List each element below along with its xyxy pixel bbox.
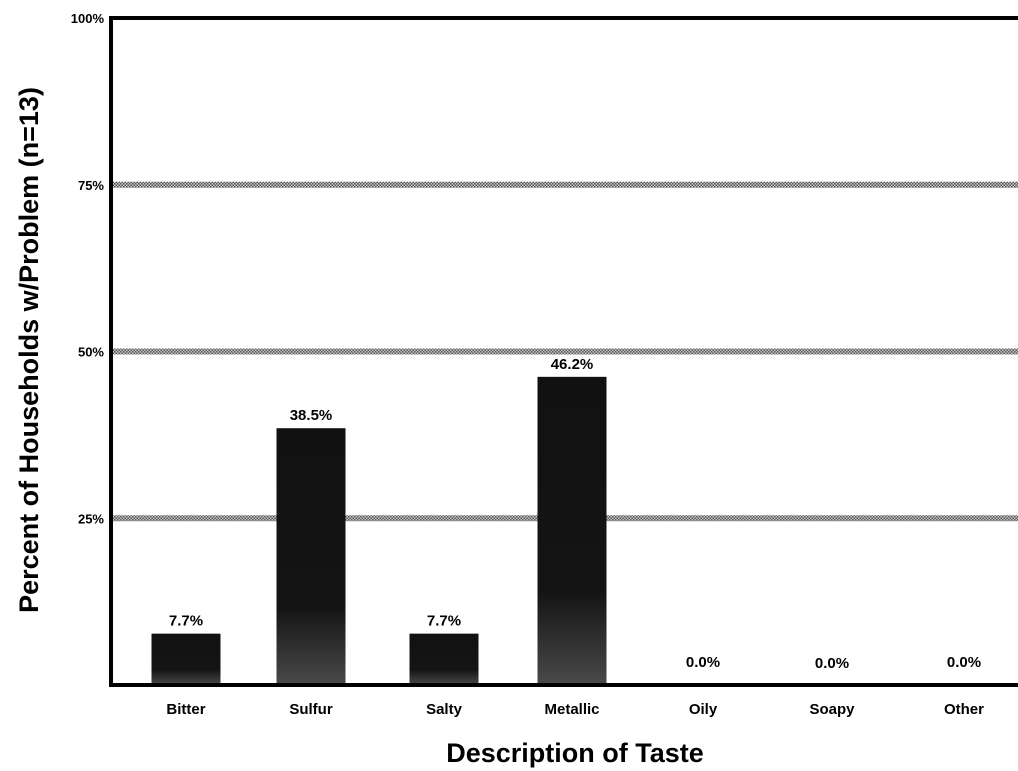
- data-label: 7.7%: [169, 613, 203, 630]
- x-tick-label: Salty: [426, 701, 463, 718]
- y-tick-labels: 25% 50% 75% 100%: [71, 11, 105, 526]
- y-tick-label: 25%: [78, 511, 104, 526]
- gridline-75: [111, 181, 1018, 188]
- bar-salty: [409, 633, 479, 685]
- x-tick-labels: Bitter Sulfur Salty Metallic Oily Soapy Other: [166, 701, 984, 718]
- y-axis-title: Percent of Households w/Problem (n=13): [14, 87, 44, 613]
- x-tick-label: Other: [944, 701, 984, 718]
- y-tick-label: 50%: [78, 345, 104, 360]
- gridline-50: [111, 348, 1018, 355]
- data-label: 0.0%: [686, 654, 720, 671]
- x-tick-label: Oily: [689, 701, 718, 718]
- data-label: 38.5%: [290, 407, 333, 424]
- y-tick-label: 75%: [78, 178, 104, 193]
- data-label: 7.7%: [427, 613, 461, 630]
- bar-metallic: [537, 376, 607, 685]
- bars: [151, 376, 607, 685]
- data-labels: 7.7% 38.5% 7.7% 46.2% 0.0% 0.0% 0.0%: [169, 356, 981, 672]
- bar-sulfur: [276, 428, 346, 685]
- y-tick-label: 100%: [71, 11, 105, 26]
- bar-bitter: [151, 633, 221, 685]
- data-label: 0.0%: [815, 655, 849, 672]
- x-tick-label: Sulfur: [289, 701, 332, 718]
- x-tick-label: Soapy: [809, 701, 855, 718]
- data-label: 0.0%: [947, 654, 981, 671]
- x-axis-title: Description of Taste: [446, 738, 704, 768]
- x-tick-label: Metallic: [544, 701, 599, 718]
- data-label: 46.2%: [551, 356, 594, 373]
- x-tick-label: Bitter: [166, 701, 205, 718]
